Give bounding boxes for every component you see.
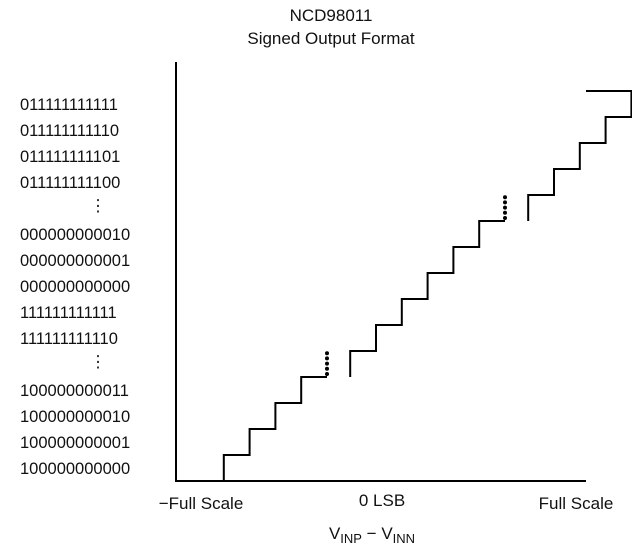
y-tick-label: 000000000001 (20, 252, 130, 270)
y-tick-label: 100000000000 (20, 460, 130, 478)
x-axis-label-sub2: INN (393, 531, 415, 544)
y-tick-labels: 100000000000 100000000001 100000000010 1000… (20, 96, 130, 478)
continuation-dots (325, 195, 507, 376)
x-tick-label-zero-lsb: 0 LSB (359, 491, 405, 510)
x-tick-label-neg-full-scale: −Full Scale (159, 494, 244, 513)
y-tick-label: 011111111101 (20, 148, 120, 166)
y-tick-label: 000000000000 (20, 278, 130, 296)
ellipsis-dot (325, 361, 329, 366)
x-axis-label-v1: V (329, 524, 341, 543)
y-tick-label: 111111111110 (20, 330, 118, 348)
staircase-segment (198, 376, 327, 482)
x-axis-label-v2: V (381, 524, 393, 543)
y-tick-ellipsis: ⋮ (90, 197, 107, 215)
staircase-segment (349, 220, 505, 377)
y-tick-label: 100000000011 (20, 382, 129, 400)
ellipsis-dot (325, 351, 329, 356)
staircase-segment (527, 90, 632, 221)
ellipsis-dot (325, 356, 329, 361)
ellipsis-dot (325, 372, 329, 376)
x-tick-label-full-scale: Full Scale (539, 494, 614, 513)
chart-subtitle: Signed Output Format (247, 29, 415, 48)
y-tick-label: 011111111110 (20, 122, 119, 140)
y-tick-label: 100000000010 (20, 408, 130, 426)
ellipsis-dot (325, 366, 329, 371)
y-tick-label: 011111111100 (20, 174, 120, 192)
y-tick-label: 100000000001 (20, 434, 130, 452)
chart-title: NCD98011 (290, 6, 373, 25)
ellipsis-dot (503, 210, 507, 215)
x-axis-label-sep: − (362, 524, 381, 543)
ellipsis-dot (503, 195, 507, 200)
x-axis-label-sub1: INP (340, 531, 362, 544)
y-tick-label: 111111111111 (20, 304, 117, 322)
staircase-transfer-curve (198, 90, 632, 482)
y-tick-ellipsis: ⋮ (90, 353, 107, 371)
ellipsis-dot (503, 216, 507, 220)
y-tick-label: 011111111111 (20, 96, 118, 114)
ellipsis-dot (503, 200, 507, 205)
y-tick-label: 000000000010 (20, 226, 130, 244)
x-axis-label: VINP − VINN (329, 524, 415, 544)
ellipsis-dot (503, 205, 507, 210)
